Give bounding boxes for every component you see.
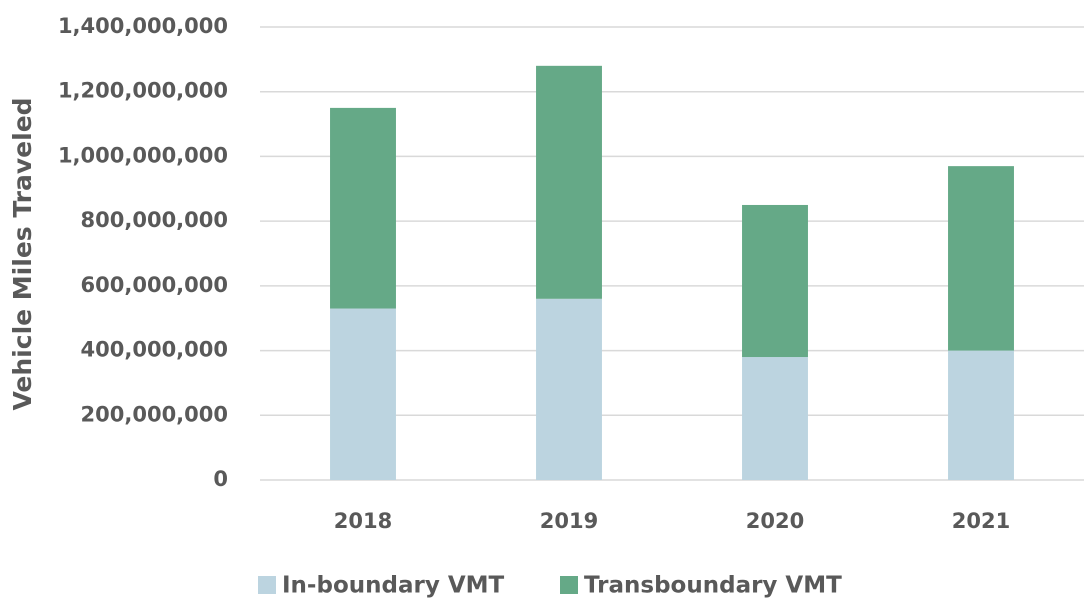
y-axis-label: Vehicle Miles Traveled — [8, 97, 37, 410]
y-tick-label: 400,000,000 — [81, 338, 228, 362]
y-tick-label: 800,000,000 — [81, 208, 228, 232]
y-tick-label: 1,200,000,000 — [58, 79, 228, 103]
y-tick-label: 1,400,000,000 — [58, 14, 228, 38]
y-tick-label: 200,000,000 — [81, 402, 228, 426]
bar-segment — [330, 308, 396, 480]
bar-segment — [742, 204, 808, 358]
bar-segment — [536, 65, 602, 299]
y-tick-label: 0 — [213, 467, 228, 491]
legend-swatch — [560, 576, 578, 594]
x-tick-label: 2019 — [540, 509, 598, 533]
legend-label: In-boundary VMT — [282, 573, 505, 599]
bar-segment — [330, 107, 396, 309]
y-tick-label: 600,000,000 — [81, 273, 228, 297]
bar-segment — [742, 357, 808, 480]
bar-segment — [536, 298, 602, 480]
y-tick-label: 1,000,000,000 — [58, 143, 228, 167]
x-tick-label: 2018 — [334, 509, 392, 533]
legend-label: Transboundary VMT — [584, 573, 842, 599]
bar-segment — [948, 166, 1014, 351]
bar-segment — [948, 350, 1014, 480]
x-tick-label: 2020 — [746, 509, 804, 533]
legend-swatch — [258, 576, 276, 594]
x-tick-label: 2021 — [952, 509, 1010, 533]
